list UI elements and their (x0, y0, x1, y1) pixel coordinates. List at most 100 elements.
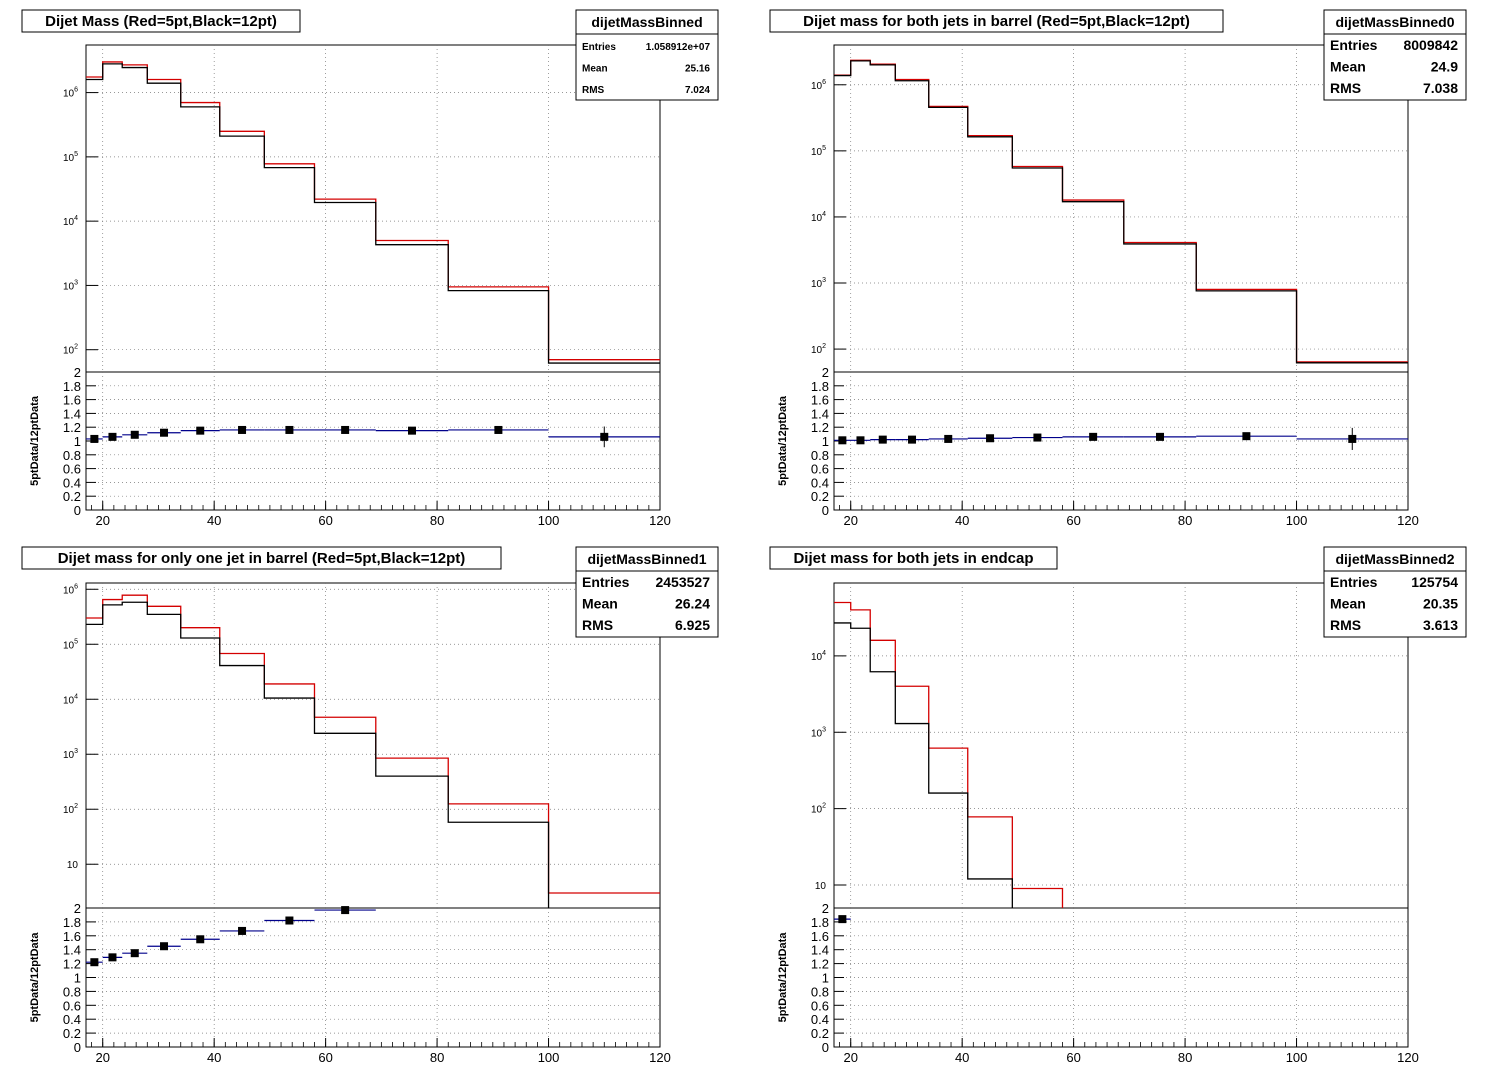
y-tick-label: 103 (63, 279, 78, 292)
x-tick-label: 60 (1066, 513, 1080, 528)
y-tick-label: 10 (67, 860, 79, 871)
stats-mean-label: Mean (1330, 596, 1366, 612)
ratio-y-tick-label: 0.4 (63, 475, 81, 490)
y-tick-label: 106 (63, 87, 78, 100)
x-tick-label: 40 (955, 1050, 969, 1065)
stats-entries-value: 1.058912e+07 (646, 42, 711, 53)
histogram-series-black-12pt (86, 63, 660, 364)
ratio-y-tick-label: 0.6 (63, 462, 81, 477)
ratio-marker (341, 906, 350, 915)
stats-entries-value: 2453527 (655, 574, 710, 590)
ratio-marker (285, 425, 294, 434)
x-tick-label: 80 (1178, 513, 1192, 528)
chart-title-box (769, 9, 1224, 33)
chart-panel-4: 20 40 60 80 100 1201010210310400.20.40.60.811… (769, 546, 1467, 1065)
ratio-marker (108, 953, 117, 962)
stats-box (1323, 546, 1467, 638)
ratio-y-tick-label: 0 (822, 503, 829, 518)
ratio-marker (908, 435, 917, 444)
ratio-y-tick-label: 0.4 (811, 475, 829, 490)
ratio-y-tick-label: 1.2 (811, 957, 829, 972)
upper-plot-frame (833, 582, 1409, 909)
stats-box-name: dijetMassBinned1 (587, 551, 706, 567)
histogram-series-red-5pt (834, 601, 1064, 908)
y-tick-label: 103 (63, 748, 78, 761)
ratio-marker (196, 426, 205, 435)
chart-panel-3: 20 40 60 80 100 1201010210310410510600.20.40.… (21, 546, 719, 1065)
ratio-y-tick-label: 2 (822, 901, 829, 916)
y-tick-label: 103 (811, 726, 826, 739)
stats-box-name: dijetMassBinned2 (1335, 551, 1454, 567)
ratio-marker (160, 428, 169, 437)
chart-title-box (21, 546, 502, 570)
ratio-y-tick-label: 0.2 (811, 489, 829, 504)
y-tick-label: 104 (63, 693, 78, 706)
y-tick-label: 10 (815, 881, 827, 892)
chart-panel-1: 20 40 60 80 100 120 102 103 104 105 106 00.20.40.60… (21, 9, 719, 528)
x-tick-label: 100 (538, 1050, 560, 1065)
ratio-y-tick-label: 0.6 (63, 998, 81, 1013)
ratio-marker (986, 434, 995, 443)
ratio-y-tick-label: 2 (822, 365, 829, 380)
ratio-marker (1156, 432, 1165, 441)
stats-entries-label: Entries (1330, 37, 1378, 53)
histogram-layer (834, 601, 1064, 908)
ratio-y-tick-label: 0.8 (811, 984, 829, 999)
y-tick-label: 105 (63, 151, 78, 164)
y-tick-label: 105 (63, 638, 78, 651)
ratio-y-tick-label: 1.2 (811, 420, 829, 435)
y-tick-label: 102 (811, 803, 826, 816)
chart-title: Dijet Mass (Red=5pt,Black=12pt) (45, 13, 277, 30)
ratio-marker (108, 432, 117, 441)
ratio-y-tick-label: 0.8 (63, 984, 81, 999)
y-tick-label: 102 (63, 803, 78, 816)
ratio-marker (1242, 432, 1251, 441)
y-tick-label: 104 (63, 215, 78, 228)
ratio-marker (1348, 434, 1357, 443)
chart-title-box (21, 9, 301, 33)
chart-title: Dijet mass for both jets in barrel (Red=… (803, 13, 1190, 30)
ratio-y-tick-label: 1 (822, 434, 829, 449)
y-tick-label: 106 (63, 583, 78, 596)
stats-mean-label: Mean (582, 596, 618, 612)
ratio-y-tick-label: 2 (74, 365, 81, 380)
ratio-y-tick-label: 0.4 (63, 1012, 81, 1027)
x-tick-label: 60 (318, 513, 332, 528)
stats-mean-label: Mean (1330, 59, 1366, 75)
chart-panel-2: 20 40 60 80 100 120 102 103 104 105 106 00.20.40.60… (769, 9, 1467, 528)
ratio-y-tick-label: 0.2 (63, 489, 81, 504)
stats-entries-label: Entries (582, 42, 616, 53)
chart-title: Dijet mass for only one jet in barrel (R… (58, 550, 466, 567)
ratio-plot-frame (833, 371, 1409, 511)
histogram-series-black-12pt (86, 601, 550, 908)
stats-rms-value: 7.038 (1423, 80, 1458, 96)
stats-rms-label: RMS (582, 617, 613, 633)
stats-entries-label: Entries (582, 574, 630, 590)
ratio-y-tick-label: 1 (74, 971, 81, 986)
ratio-marker (600, 432, 609, 441)
ratio-marker (238, 926, 247, 935)
ratio-y-tick-label: 0 (822, 1040, 829, 1055)
stats-mean-value: 25.16 (685, 64, 710, 75)
ratio-y-tick-label: 0.8 (811, 448, 829, 463)
histogram-series-black-12pt (834, 622, 1013, 908)
ratio-marker (1033, 433, 1042, 442)
ratio-y-tick-label: 1.4 (811, 406, 829, 421)
ratio-y-tick-label: 1.6 (811, 929, 829, 944)
x-tick-label: 20 (95, 513, 109, 528)
x-tick-label: 40 (955, 513, 969, 528)
ratio-y-tick-label: 1.6 (811, 393, 829, 408)
ratio-plot-frame (85, 371, 661, 511)
x-tick-label: 120 (649, 513, 671, 528)
ratio-marker (838, 915, 847, 924)
ratio-y-tick-label: 1 (74, 434, 81, 449)
stats-box-name: dijetMassBinned (591, 14, 702, 30)
x-tick-label: 60 (318, 1050, 332, 1065)
ratio-y-tick-label: 0.4 (811, 1012, 829, 1027)
ratio-y-tick-label: 1.4 (811, 943, 829, 958)
ratio-y-tick-label: 1.8 (63, 915, 81, 930)
x-tick-label: 20 (95, 1050, 109, 1065)
ratio-y-tick-label: 1.8 (811, 915, 829, 930)
y-tick-label: 103 (811, 277, 826, 290)
ratio-y-tick-label: 1.6 (63, 393, 81, 408)
